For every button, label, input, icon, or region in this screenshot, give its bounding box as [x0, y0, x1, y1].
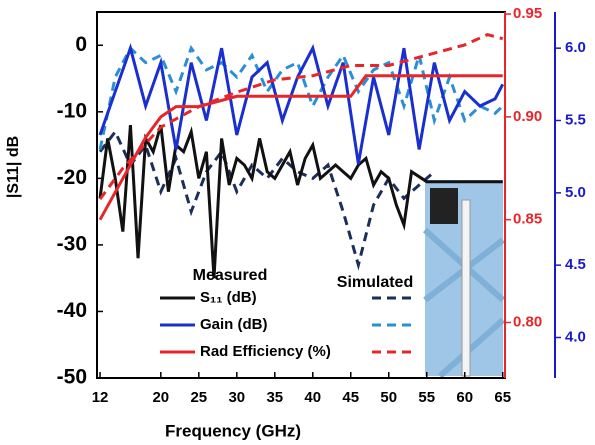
measured-line: [98, 74, 503, 221]
x-tick-label: 45: [342, 389, 359, 406]
y-tick-label: -30: [57, 232, 87, 255]
x-tick-label: 25: [190, 389, 207, 406]
y3-tick-label: 4.5: [565, 256, 586, 273]
legend-header: Simulated: [337, 274, 413, 291]
x-axis-title: Frequency (GHz): [165, 421, 301, 440]
x-tick-label: 65: [494, 389, 511, 406]
inset-chip: [430, 188, 458, 224]
y-tick-label: -50: [57, 366, 87, 389]
simulated-line: [98, 33, 504, 201]
inset-antenna: [461, 199, 471, 377]
x-tick-label: 30: [228, 389, 245, 406]
legend-label: Gain (dB): [200, 316, 268, 333]
y3-tick-label: 4.0: [565, 328, 586, 345]
x-tick-label: 40: [304, 389, 321, 406]
y3-tick-label: 5.5: [565, 111, 586, 128]
simulated-line: [98, 44, 504, 150]
y2-tick-label: 0.95: [513, 5, 542, 22]
x-tick-label: 12: [92, 389, 109, 406]
x-tick-label: 20: [152, 389, 169, 406]
legend-label: S₁₁ (dB): [200, 289, 257, 306]
x-tick-label: 55: [418, 389, 435, 406]
y-tick-label: 0: [75, 33, 87, 56]
simulated-line: [98, 128, 436, 271]
measured-line: [98, 124, 503, 279]
y2-tick-label: 0.80: [513, 313, 542, 330]
y-tick-label: -40: [57, 299, 87, 322]
x-tick-label: 60: [456, 389, 473, 406]
y-tick-label: -20: [57, 166, 87, 189]
measured-line: [98, 43, 505, 165]
y2-tick-label: 0.85: [513, 211, 542, 228]
legend-header: Measured: [193, 267, 268, 284]
legend-label: Rad Efficiency (%): [200, 343, 331, 360]
x-tick-label: 35: [266, 389, 283, 406]
y-axis-title: |S11| dB: [5, 136, 22, 198]
x-tick-label: 50: [380, 389, 397, 406]
y3-tick-label: 6.0: [565, 39, 586, 56]
y-tick-label: -10: [57, 99, 87, 122]
y2-tick-label: 0.90: [513, 108, 542, 125]
y3-tick-label: 5.0: [565, 184, 586, 201]
